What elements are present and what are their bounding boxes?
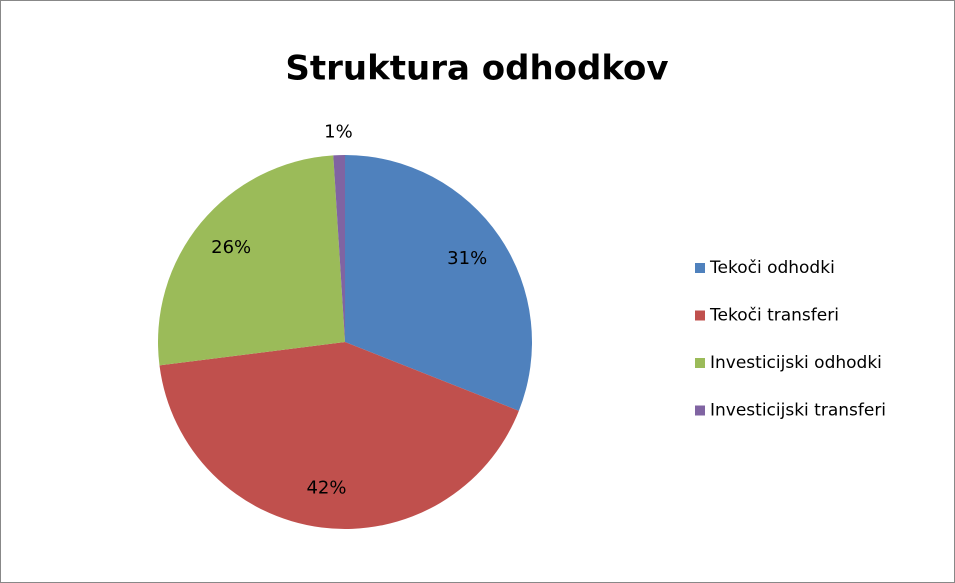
data-label: 1% xyxy=(324,122,353,143)
pie-slice xyxy=(333,155,345,342)
data-label: 31% xyxy=(447,248,487,269)
pie-slice xyxy=(345,155,532,411)
pie-slice xyxy=(158,155,345,366)
data-label: 26% xyxy=(211,237,251,258)
chart-title: Struktura odhodkov xyxy=(285,49,668,89)
legend-label: Investicijski odhodki xyxy=(710,353,882,373)
pie-slice xyxy=(159,342,519,529)
legend-swatch xyxy=(695,405,705,416)
legend-label: Investicijski transferi xyxy=(710,401,886,421)
legend-swatch xyxy=(695,310,705,321)
legend-swatch xyxy=(695,358,705,368)
legend-label: Tekoči odhodki xyxy=(709,258,835,278)
legend-swatch xyxy=(695,263,705,273)
data-label: 42% xyxy=(306,478,346,499)
legend-label: Tekoči transferi xyxy=(709,306,839,326)
